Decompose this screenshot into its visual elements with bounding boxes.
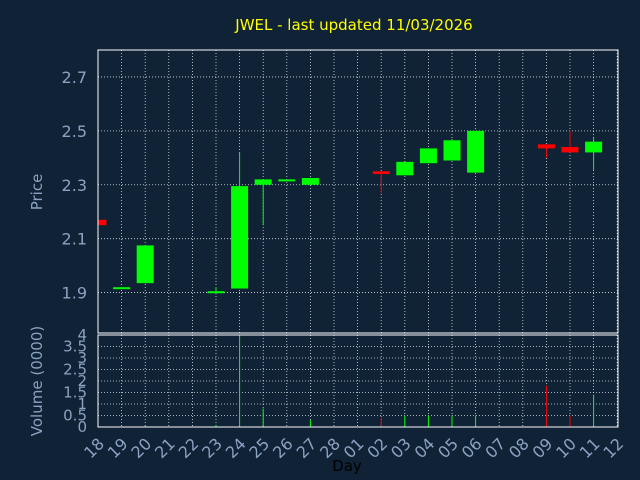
candle-body <box>561 147 579 153</box>
day-axis-label: Day <box>332 457 362 475</box>
price-candles <box>97 130 603 294</box>
price-tick-label: 2.5 <box>62 122 87 141</box>
candle-body <box>419 148 437 164</box>
price-tick-label: 2.7 <box>62 68 87 87</box>
candle-body <box>443 140 461 161</box>
volume-tick-label: 0.5 <box>63 407 87 425</box>
volume-bars <box>144 335 595 427</box>
volume-tick-label: 0 <box>77 418 87 436</box>
candle-body <box>278 179 296 182</box>
candle-body <box>396 161 414 176</box>
volume-tick-label: 1.5 <box>63 384 87 402</box>
candle-body <box>98 219 107 226</box>
volume-axis-label: Volume (0000) <box>28 326 46 436</box>
volume-axis-ticks: 00.511.522.533.54 <box>63 326 87 436</box>
volume-tick-label: 3.5 <box>63 338 87 356</box>
chart-title: JWEL - last updated 11/03/2026 <box>234 16 472 34</box>
candle-body <box>254 179 272 185</box>
candle-body <box>372 171 390 174</box>
price-tick-label: 2.1 <box>62 230 87 249</box>
candle-body <box>231 186 249 289</box>
price-tick-label: 1.9 <box>62 284 87 303</box>
candle-body <box>537 144 555 149</box>
volume-tick-label: 1 <box>77 395 87 413</box>
candle-body <box>136 245 154 284</box>
volume-tick-label: 3 <box>77 349 87 367</box>
price-axis-label: Price <box>28 174 46 211</box>
candle-body <box>585 141 603 153</box>
candle-body <box>113 287 131 290</box>
volume-plot-frame <box>97 334 619 428</box>
volume-tick-label: 2 <box>77 372 87 390</box>
price-axis-ticks: 1.9 2.1 2.3 2.5 2.7 <box>62 68 87 303</box>
candle-body <box>207 291 225 294</box>
candle-body <box>301 178 319 185</box>
volume-tick-label: 4 <box>77 326 87 344</box>
volume-grid <box>97 334 618 428</box>
volume-tick-label: 2.5 <box>63 361 87 379</box>
price-grid <box>97 50 618 333</box>
day-tick-label: 12 <box>599 434 627 462</box>
price-plot-frame <box>97 49 619 334</box>
price-tick-label: 2.3 <box>62 176 87 195</box>
candle-body <box>467 130 485 173</box>
